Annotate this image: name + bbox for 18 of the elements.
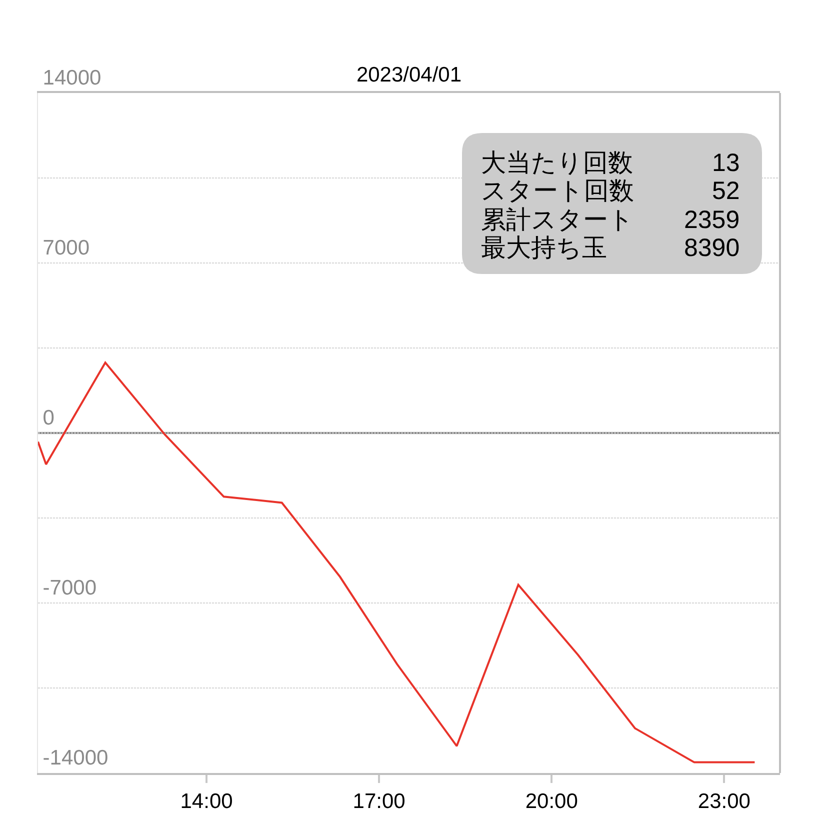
y-tick-label: 7000: [42, 236, 90, 260]
annotation: 大当たり回数: [481, 149, 633, 177]
annotation: 52: [712, 177, 740, 205]
x-tick-label: 23:00: [698, 790, 750, 814]
annotation: スタート回数: [481, 177, 634, 205]
annotation: 累計スタート: [481, 206, 634, 234]
annotation: 8390: [684, 234, 740, 262]
x-tick-label: 14:00: [180, 790, 233, 814]
y-tick-label: 0: [42, 406, 54, 430]
y-tick-label: -7000: [42, 576, 97, 600]
y-tick-label: -14000: [42, 746, 108, 770]
x-tick-label: 20:00: [525, 790, 578, 814]
annotation: 最大持ち玉: [481, 234, 607, 262]
y-tick-label: 14000: [42, 66, 102, 90]
annotation: 13: [712, 149, 740, 177]
x-tick-label: 17:00: [352, 790, 406, 814]
annotation: 2359: [684, 206, 740, 234]
chart-title: 2023/04/01: [356, 63, 462, 86]
